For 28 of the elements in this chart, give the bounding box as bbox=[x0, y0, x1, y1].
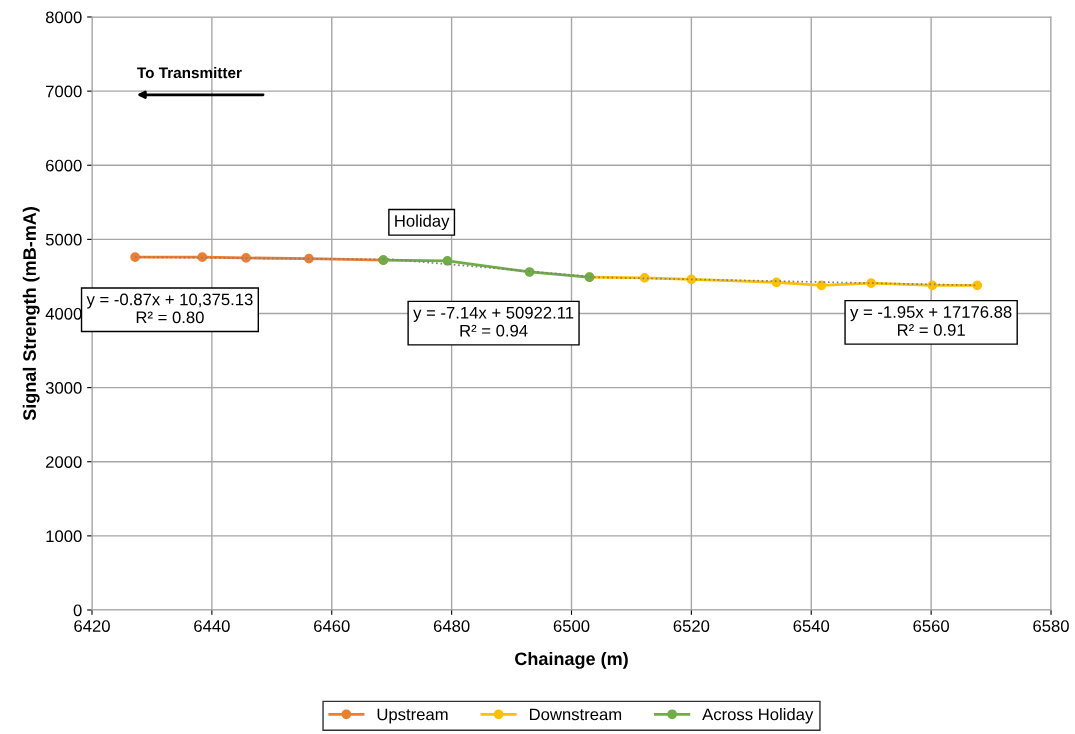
y-tick-label: 3000 bbox=[45, 382, 82, 394]
y-tick-label: 2000 bbox=[46, 456, 82, 468]
x-tick-label: 6420 bbox=[74, 620, 110, 632]
x-tick-label: 6500 bbox=[553, 620, 590, 632]
x-tick-label: 6480 bbox=[433, 620, 470, 632]
y-tick-label: 6000 bbox=[46, 159, 82, 172]
y-tick-label: 7000 bbox=[46, 85, 82, 98]
x-tick-label: 6520 bbox=[673, 620, 710, 632]
annotation: y = -0.87x + 10,375.13 R² = 0.80 bbox=[86, 293, 253, 324]
legend-label: Upstream bbox=[377, 708, 448, 724]
y-tick-label: 1000 bbox=[46, 530, 82, 543]
x-tick-label: 6560 bbox=[913, 620, 950, 632]
annotation: y = -1.95x + 17176.88 R² = 0.91 bbox=[850, 306, 1012, 336]
x-axis-title: Chainage (m) bbox=[515, 651, 628, 669]
x-tick-label: 6460 bbox=[314, 620, 350, 632]
x-tick-label: 6440 bbox=[194, 620, 230, 632]
annotation: To Transmitter bbox=[137, 66, 242, 79]
y-tick-label: 4000 bbox=[45, 307, 82, 320]
legend-label: Downstream bbox=[529, 708, 622, 721]
y-tick-label: 5000 bbox=[45, 233, 82, 246]
annotation: y = -7.14x + 50922.11 R² = 0.94 bbox=[413, 306, 574, 337]
x-tick-label: 6580 bbox=[1033, 620, 1069, 632]
annotation: Holiday bbox=[395, 214, 450, 231]
x-tick-label: 6540 bbox=[793, 620, 830, 632]
y-axis-title: Signal Strength (mB-mA) bbox=[22, 207, 40, 421]
y-tick-label: 8000 bbox=[45, 11, 82, 24]
y-tick-label: 0 bbox=[73, 604, 82, 617]
legend-label: Across Holiday bbox=[702, 708, 814, 724]
